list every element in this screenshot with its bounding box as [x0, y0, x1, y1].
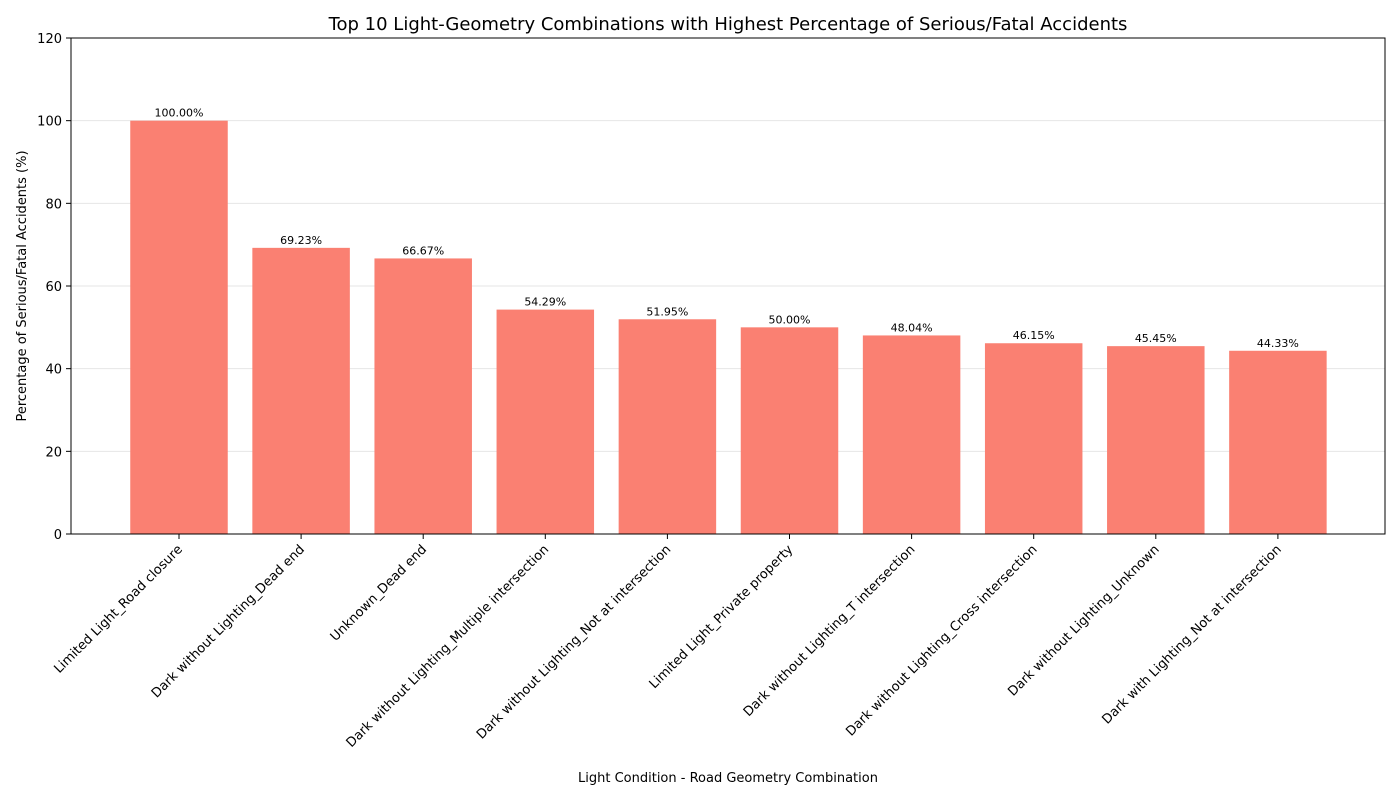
- bars-layer: [130, 120, 1327, 535]
- bar: [496, 309, 595, 534]
- y-tick-label: 100: [37, 115, 62, 130]
- bar-value-label: 44.33%: [1257, 337, 1299, 350]
- bar-value-labels: 100.00% 69.23% 66.67% 54.29% 51.95% 50.00% 48.…: [155, 107, 1299, 350]
- y-tick-label: 80: [45, 197, 62, 212]
- y-ticks: 0 20 40 60 80 100 120: [37, 32, 71, 543]
- bar: [984, 343, 1083, 534]
- y-tick-label: 20: [45, 445, 62, 460]
- bar-value-label: 100.00%: [155, 107, 204, 120]
- bar: [618, 319, 717, 534]
- bar-value-label: 48.04%: [891, 321, 933, 334]
- x-tick-label: Dark without Lighting_Multiple intersect…: [344, 542, 553, 751]
- x-tick-label: Unknown_Dead end: [328, 542, 430, 644]
- y-tick-label: 60: [45, 280, 62, 295]
- bar-value-label: 51.95%: [646, 305, 688, 318]
- bar: [374, 258, 472, 534]
- y-tick-label: 120: [37, 32, 62, 47]
- x-axis-label: Light Condition - Road Geometry Combinat…: [578, 771, 878, 786]
- bar-value-label: 69.23%: [280, 234, 322, 247]
- bar-value-label: 66.67%: [402, 244, 444, 257]
- x-tick-label: Dark without Lighting_Dead end: [149, 542, 308, 701]
- x-tick-label: Dark without Lighting_Cross intersection: [843, 542, 1040, 739]
- bar-value-label: 46.15%: [1013, 329, 1055, 342]
- bar-value-label: 54.29%: [524, 296, 566, 309]
- bar: [862, 335, 961, 534]
- bar: [130, 120, 228, 535]
- x-tick-label: Dark without Lighting_Unknown: [1005, 542, 1162, 699]
- bar-value-label: 45.45%: [1135, 332, 1177, 345]
- y-tick-label: 0: [54, 528, 62, 543]
- chart-title: Top 10 Light-Geometry Combinations with …: [328, 14, 1128, 35]
- bar-value-label: 50.00%: [769, 313, 811, 326]
- bar: [1229, 350, 1327, 534]
- bar: [252, 247, 350, 534]
- bar: [1107, 346, 1205, 534]
- y-tick-label: 40: [45, 363, 62, 378]
- bar: [740, 327, 839, 534]
- y-axis-label: Percentage of Serious/Fatal Accidents (%…: [15, 150, 30, 421]
- x-tick-label: Limited Light_Road closure: [51, 542, 185, 676]
- x-tick-label: Dark without Lighting_Not at intersectio…: [474, 542, 674, 742]
- x-tick-label: Limited Light_Private property: [647, 542, 797, 692]
